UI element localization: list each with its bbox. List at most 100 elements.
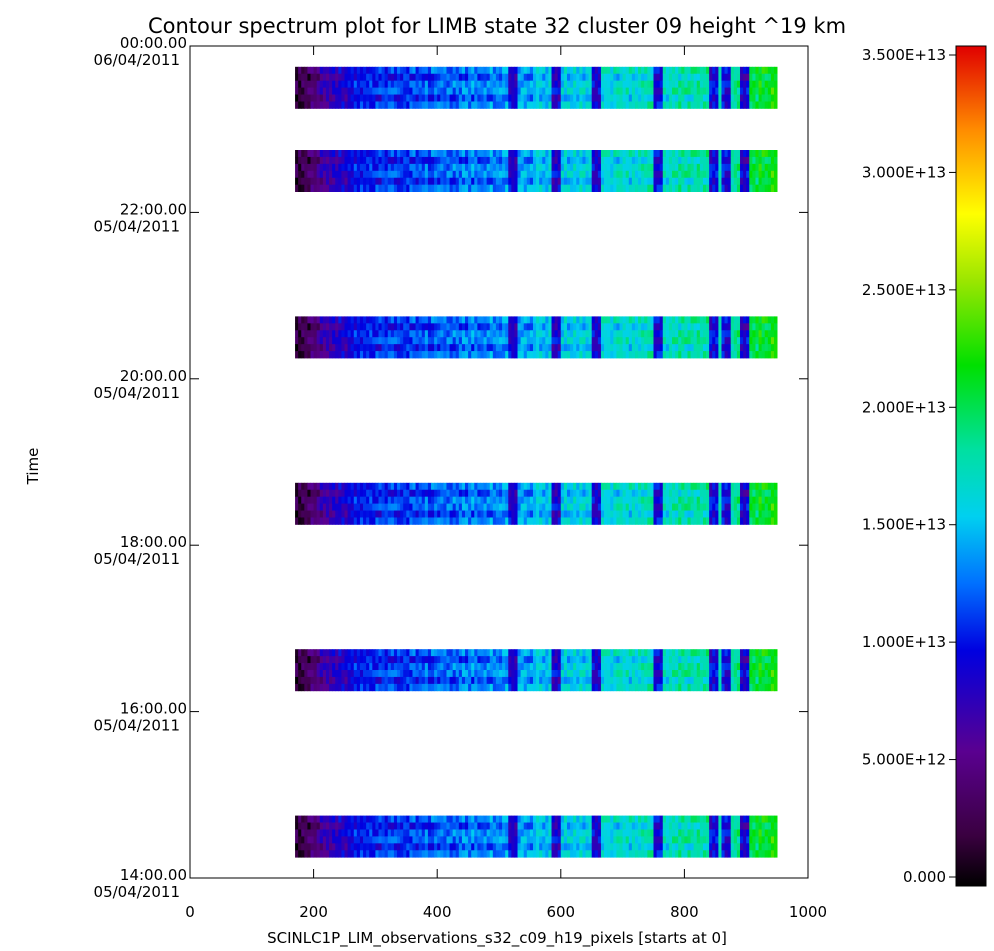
heatmap-cell xyxy=(684,156,688,165)
heatmap-cell xyxy=(307,676,311,685)
heatmap-cell xyxy=(616,510,620,518)
heatmap-cell xyxy=(486,649,491,657)
heatmap-cell xyxy=(325,836,330,844)
heatmap-cell xyxy=(616,517,620,525)
heatmap-cell xyxy=(492,337,497,345)
heatmap-cell xyxy=(452,316,457,324)
heatmap-cell xyxy=(610,156,614,165)
heatmap-cell xyxy=(591,323,596,331)
heatmap-cell xyxy=(295,80,299,88)
heatmap-cell xyxy=(529,496,534,504)
heatmap-cell xyxy=(366,80,370,88)
heatmap-cell xyxy=(437,156,441,165)
heatmap-cell xyxy=(668,829,673,837)
heatmap-cell xyxy=(718,323,722,331)
heatmap-cell xyxy=(653,836,657,844)
heatmap-cell xyxy=(536,683,540,692)
heatmap-cell xyxy=(363,843,367,851)
heatmap-cell xyxy=(767,330,772,338)
heatmap-cell xyxy=(350,663,355,671)
heatmap-cell xyxy=(743,330,747,338)
heatmap-cell xyxy=(610,496,614,504)
heatmap-cell xyxy=(511,156,515,165)
heatmap-cell xyxy=(316,517,321,525)
heatmap-cell xyxy=(295,73,299,82)
heatmap-cell xyxy=(366,316,370,324)
heatmap-cell xyxy=(770,170,775,179)
heatmap-cell xyxy=(325,337,330,345)
heatmap-cell xyxy=(576,323,580,331)
heatmap-cell xyxy=(381,496,386,504)
heatmap-cell xyxy=(378,156,382,165)
heatmap-cell xyxy=(625,829,630,837)
heatmap-cell xyxy=(295,517,299,525)
heatmap-cell xyxy=(359,649,364,657)
heatmap-cell xyxy=(502,663,506,671)
heatmap-cell xyxy=(335,87,339,95)
heatmap-cell xyxy=(468,656,472,664)
heatmap-cell xyxy=(310,170,314,179)
heatmap-cell xyxy=(702,822,707,830)
heatmap-cell xyxy=(532,670,537,678)
heatmap-cell xyxy=(344,822,348,830)
heatmap-cell xyxy=(634,829,639,837)
heatmap-cell xyxy=(301,87,305,95)
heatmap-cell xyxy=(378,80,382,88)
heatmap-cell xyxy=(607,163,611,172)
heatmap-cell xyxy=(684,344,688,352)
heatmap-cell xyxy=(298,163,302,172)
heatmap-cell xyxy=(600,517,605,525)
heatmap-cell xyxy=(628,482,633,491)
heatmap-cell xyxy=(378,66,382,75)
heatmap-cell xyxy=(532,836,537,844)
heatmap-cell xyxy=(736,351,741,359)
heatmap-cell xyxy=(372,670,376,678)
heatmap-cell xyxy=(397,323,401,331)
heatmap-cell xyxy=(418,822,423,830)
heatmap-cell xyxy=(566,156,571,165)
heatmap-cell xyxy=(316,163,321,172)
heatmap-cell xyxy=(604,836,608,844)
heatmap-cell xyxy=(706,822,710,830)
heatmap-cell xyxy=(505,836,509,844)
heatmap-cell xyxy=(758,503,763,511)
heatmap-cell xyxy=(749,822,753,830)
heatmap-cell xyxy=(316,150,321,158)
heatmap-cell xyxy=(366,676,370,685)
heatmap-cell xyxy=(653,337,657,345)
heatmap-cell xyxy=(594,330,599,338)
heatmap-cell xyxy=(647,510,651,518)
heatmap-cell xyxy=(610,184,614,192)
heatmap-cell xyxy=(455,656,460,664)
heatmap-cell xyxy=(332,316,336,324)
heatmap-cell xyxy=(427,822,432,830)
heatmap-cell xyxy=(489,829,494,837)
heatmap-cell xyxy=(566,330,571,338)
heatmap-cell xyxy=(310,482,314,491)
heatmap-cell xyxy=(702,836,707,844)
heatmap-cell xyxy=(588,829,593,837)
heatmap-cell xyxy=(477,177,481,186)
heatmap-cell xyxy=(733,156,738,165)
heatmap-cell xyxy=(492,663,497,671)
heatmap-cell xyxy=(706,337,710,345)
heatmap-cell xyxy=(585,663,590,671)
heatmap-cell xyxy=(591,649,596,657)
heatmap-cell xyxy=(356,496,361,504)
heatmap-cell xyxy=(517,170,522,179)
heatmap-cell xyxy=(366,184,370,192)
heatmap-cell xyxy=(369,503,373,511)
heatmap-cell xyxy=(307,836,311,844)
heatmap-cell xyxy=(563,836,568,844)
heatmap-cell xyxy=(341,323,345,331)
heatmap-cell xyxy=(390,163,395,172)
heatmap-cell xyxy=(443,73,447,82)
heatmap-cell xyxy=(539,323,543,331)
heatmap-cell xyxy=(702,829,707,837)
heatmap-cell xyxy=(446,503,450,511)
heatmap-cell xyxy=(335,316,339,324)
heatmap-cell xyxy=(570,503,574,511)
heatmap-cell xyxy=(461,177,466,186)
heatmap-cell xyxy=(427,517,432,525)
heatmap-cell xyxy=(706,316,710,324)
